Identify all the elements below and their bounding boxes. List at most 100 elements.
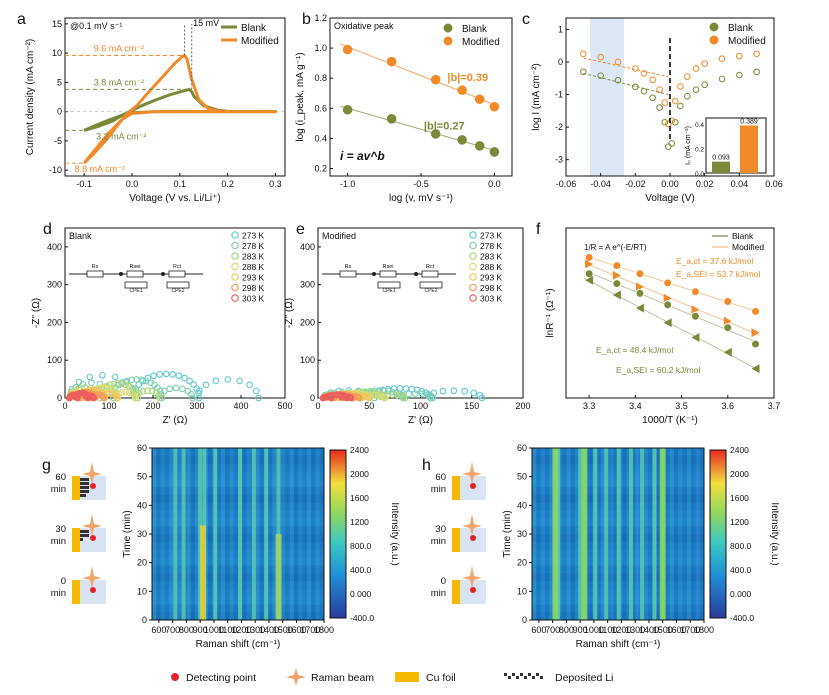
h-heatmap-col — [575, 448, 580, 620]
h-xtick-label: 1700 — [680, 625, 700, 635]
g-xtick-label: 700 — [165, 625, 180, 635]
d-xtick-label: 300 — [189, 401, 204, 411]
g-heatmap-row — [152, 565, 324, 574]
f-point-sei — [723, 316, 732, 326]
g-time-unit: min — [51, 536, 66, 547]
g-heatmap-row — [152, 518, 324, 527]
g-heatmap-col — [190, 448, 195, 620]
c-point-modified — [661, 99, 669, 107]
d-point-273K — [195, 387, 203, 395]
g-heatmap-col — [285, 448, 290, 620]
a-ytick-label: 0 — [57, 107, 62, 117]
d-point-278K — [189, 394, 196, 402]
e-legend-temp: 303 K — [480, 294, 503, 304]
g-deposited-li — [80, 486, 83, 489]
g-ytick-label: 30 — [137, 529, 147, 539]
e-resistor — [339, 270, 357, 278]
c-inset-bar-label: 0.389 — [740, 118, 758, 125]
a-ytick-label: -5 — [54, 136, 62, 146]
b-ytick-label: 0.6 — [314, 103, 327, 113]
g-heatmap-col — [281, 448, 286, 620]
g-raman-band-strong — [275, 534, 282, 620]
h-cu-foil-30 — [452, 528, 460, 552]
e-point-273K — [439, 387, 447, 395]
g-deposited-li — [83, 530, 86, 533]
h-colorbar-tick: 2000 — [730, 469, 749, 479]
g-raman-band — [264, 448, 269, 620]
c-point-modified — [753, 50, 760, 58]
legend-deposited-li-marker — [532, 676, 535, 679]
c-legend-label: Blank — [728, 23, 754, 34]
g-detecting-point-0 — [90, 587, 96, 593]
d-panel-letter: d — [43, 221, 52, 238]
e-title: Modified — [322, 231, 356, 241]
c-inset-ylabel: I₀ (mA cm⁻²) — [685, 126, 692, 165]
c-xtick-label: 0.04 — [731, 179, 749, 189]
c-point-blank — [664, 143, 672, 150]
a-series-blank — [83, 87, 277, 132]
b-point-blank — [474, 141, 485, 151]
h-ytick-label: 30 — [517, 529, 527, 539]
f-point-sei — [723, 347, 732, 357]
d-legend-temp: 283 K — [242, 252, 265, 262]
legend-cu-foil-marker — [395, 672, 419, 682]
legend-deposited-li-marker — [520, 673, 523, 676]
d-ytick-label: 400 — [47, 242, 62, 252]
b-point-blank — [489, 147, 500, 157]
g-heatmap-col — [195, 448, 200, 620]
h-raman-band — [578, 448, 583, 620]
g-heatmap-row — [152, 487, 324, 496]
h-detecting-point-30 — [470, 535, 476, 541]
g-deposited-li — [80, 494, 83, 497]
c-ytick-label: -1 — [555, 90, 563, 100]
e-xtick-label: 150 — [464, 401, 479, 411]
d-cpe — [166, 281, 190, 289]
d-point-273K — [236, 377, 243, 385]
f-point-ct — [690, 287, 700, 297]
h-xtick-label: 800 — [559, 625, 574, 635]
h-xtick-label: 700 — [545, 625, 560, 635]
g-heatmap-col — [246, 448, 251, 620]
e-point-283K — [388, 391, 396, 399]
f-point-sei — [691, 305, 700, 315]
d-cpe-label: CPE2 — [171, 288, 184, 294]
c-point-blank — [671, 118, 679, 126]
e-point-278K — [429, 394, 437, 402]
h-heatmap-col — [682, 448, 687, 620]
g-xtick-label: 1700 — [300, 625, 320, 635]
f-fit-line — [584, 270, 761, 344]
f-legend-label: Modified — [732, 242, 764, 252]
h-heatmap-col — [626, 448, 631, 620]
g-deposited-li — [86, 530, 89, 533]
e-point-278K — [428, 392, 435, 400]
d-point-283K — [139, 387, 147, 395]
d-point-278K — [179, 385, 186, 393]
e-legend-temp: 283 K — [480, 252, 503, 262]
g-time-unit: min — [51, 588, 66, 599]
e-point-273K — [478, 394, 486, 402]
b-ytick-label: 1.0 — [314, 43, 327, 53]
e-legend-marker — [469, 231, 477, 239]
g-colorbar-tick: 2400 — [350, 445, 369, 455]
c-point-blank — [580, 68, 587, 76]
c-inset-bar-blank — [712, 161, 730, 173]
e-legend-marker — [469, 283, 477, 292]
h-xtick-label: 1100 — [598, 625, 617, 635]
c-point-blank — [718, 75, 726, 83]
legend-deposited-li-marker — [512, 673, 515, 676]
legend-cu-foil-label: Cu foil — [426, 672, 456, 684]
c-shaded-region — [590, 18, 624, 176]
g-raman-band — [238, 448, 243, 620]
c-legend-label: Modified — [728, 36, 766, 47]
f-xtick-label: 3.5 — [675, 401, 688, 411]
g-heatmap-row — [152, 494, 324, 504]
g-raman-beam-30 — [82, 514, 102, 536]
g-ytick-label: 40 — [137, 500, 147, 510]
d-point-273K — [139, 377, 147, 385]
c-point-modified — [677, 83, 684, 90]
a-ytick-label: -10 — [49, 165, 62, 175]
c-point-modified — [671, 97, 679, 105]
g-heatmap-row — [152, 463, 324, 472]
d-circuit-node — [161, 272, 165, 276]
h-xtick-label: 1300 — [625, 625, 645, 635]
